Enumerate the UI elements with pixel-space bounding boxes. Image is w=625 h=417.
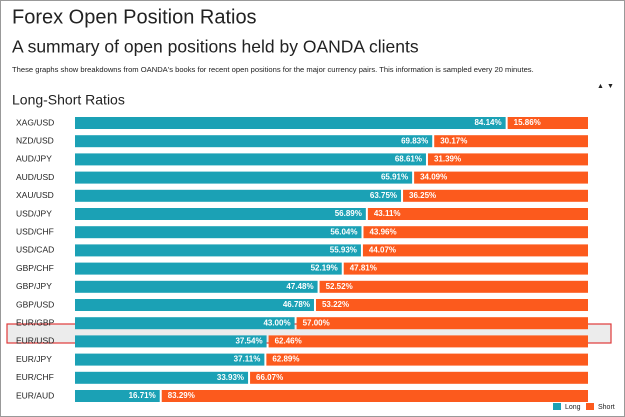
value-label: 63.75% [370,191,397,200]
category-label: EUR/CHF [16,372,54,382]
bar-segment [75,189,402,202]
value-label: 43.96% [369,227,396,236]
value-label: 83.29% [168,391,195,400]
value-label: 62.89% [272,355,299,364]
category-label: EUR/USD [16,336,54,346]
bar-segment [75,280,318,293]
value-label: 53.22% [322,300,349,309]
category-label: NZD/USD [16,135,54,145]
bar-segment [75,262,342,275]
bar-segment [319,280,588,293]
legend-label: Short [598,404,615,411]
category-label: EUR/GBP [16,317,55,327]
value-label: 52.52% [326,282,353,291]
category-label: GBP/JPY [16,281,52,291]
value-label: 56.04% [330,227,357,236]
bar-segment [296,317,588,330]
bar-segment [414,171,588,184]
bar-segment [75,317,295,330]
bar-segment [363,226,588,239]
bar-segment [75,335,267,348]
description: These graphs show breakdowns from OANDA'… [12,65,534,74]
value-label: 36.25% [409,191,436,200]
category-label: EUR/JPY [16,354,52,364]
value-label: 47.48% [286,282,313,291]
bar-segment [507,117,588,129]
legend-swatch [553,403,561,410]
bar-segment [75,135,433,148]
bar-segment [250,371,588,384]
bar-segment [75,208,366,220]
value-label: 84.14% [474,118,501,127]
page-title: Forex Open Position Ratios [12,6,257,28]
category-label: USD/JPY [16,208,52,218]
category-label: AUD/USD [16,172,54,182]
bar-segment [75,390,160,402]
category-label: GBP/USD [16,299,54,309]
bar-segment [75,353,265,366]
category-label: XAG/USD [16,117,54,127]
bar-segment [75,171,413,184]
value-label: 16.71% [129,391,156,400]
value-label: 65.91% [381,173,408,182]
bar-segment [75,244,361,257]
value-label: 30.17% [440,136,467,145]
value-label: 57.00% [303,318,330,327]
category-label: USD/CHF [16,226,54,236]
category-label: GBP/CHF [16,263,54,273]
subtitle: A summary of open positions held by OAND… [12,37,419,57]
bar-segment [268,335,588,348]
value-label: 69.83% [401,136,428,145]
bar-segment [362,244,588,257]
bar-segment [343,262,588,275]
bar-segment [367,208,588,220]
value-label: 47.81% [350,264,377,273]
bar-segment [266,353,588,366]
value-label: 68.61% [395,155,422,164]
value-label: 37.54% [235,337,262,346]
value-label: 43.11% [374,209,401,218]
category-label: XAU/USD [16,190,54,200]
value-label: 52.19% [311,264,338,273]
category-label: AUD/JPY [16,154,52,164]
value-label: 31.39% [434,155,461,164]
chart-title: Long-Short Ratios [12,92,125,108]
bar-segment [75,226,362,239]
value-label: 46.78% [283,300,310,309]
value-label: 62.46% [275,337,302,346]
value-label: 37.11% [234,355,261,364]
bar-segment [75,299,314,311]
category-label: USD/CAD [16,245,54,255]
sort-up[interactable]: ▲ [597,83,604,90]
sort-down[interactable]: ▼ [607,83,614,90]
bar-segment [161,390,589,402]
bar-segment [434,135,588,148]
bar-segment [403,189,588,202]
category-label: EUR/AUD [16,390,54,400]
bar-segment [315,299,588,311]
value-label: 33.93% [217,373,244,382]
bar-segment [427,153,588,166]
value-label: 56.89% [335,209,362,218]
value-label: 15.86% [514,118,541,127]
value-label: 66.07% [256,373,283,382]
value-label: 43.00% [263,318,290,327]
legend-swatch [586,403,594,410]
value-label: 55.93% [330,246,357,255]
legend-label: Long [565,404,581,411]
bar-segment [75,371,249,384]
bar-segment [75,153,426,166]
value-label: 34.09% [420,173,447,182]
bar-segment [75,117,506,129]
value-label: 44.07% [369,246,396,255]
